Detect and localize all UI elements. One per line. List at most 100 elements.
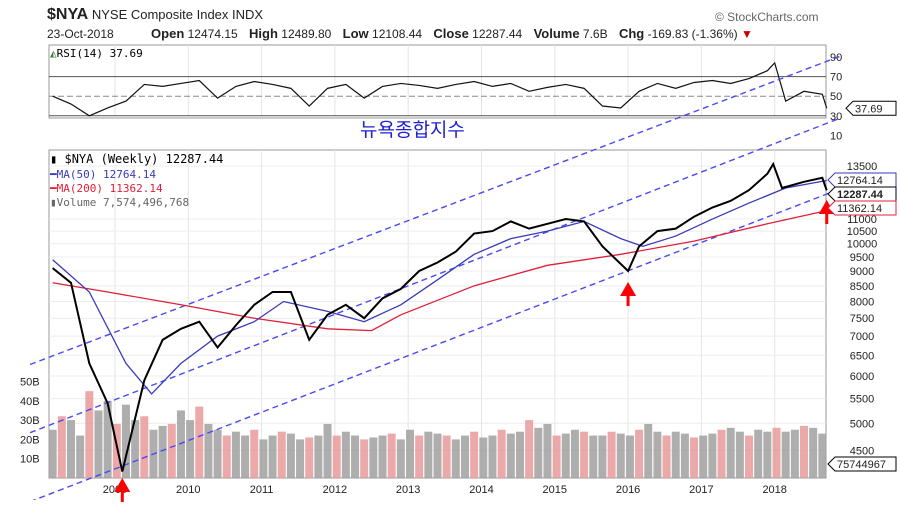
volume-bar bbox=[167, 423, 176, 478]
volume-bar bbox=[534, 427, 543, 478]
volume-last-label-box bbox=[827, 456, 897, 472]
x-tick-label: 2011 bbox=[250, 484, 274, 496]
rsi-tick-label: 70 bbox=[830, 72, 842, 84]
volume-bar bbox=[772, 427, 781, 478]
price-tick-label: 6000 bbox=[850, 371, 874, 383]
volume-bar bbox=[103, 400, 112, 478]
ma50-last-label-box bbox=[827, 172, 897, 188]
volume-tick-label: 50B bbox=[20, 377, 40, 389]
volume-bar bbox=[222, 435, 231, 478]
ma50-legend: ━MA(50) 12764.14 bbox=[50, 168, 156, 181]
rsi-line bbox=[52, 61, 828, 117]
price-tick-label: 6500 bbox=[850, 350, 874, 362]
volume-bar bbox=[460, 435, 469, 478]
price-tick-label: 9500 bbox=[850, 252, 874, 264]
volume-bar bbox=[48, 429, 57, 478]
volume-bar bbox=[726, 427, 735, 478]
volume-bar bbox=[131, 420, 140, 478]
volume-bar bbox=[250, 429, 259, 478]
volume-bar bbox=[378, 435, 387, 478]
volume-bar bbox=[790, 429, 799, 478]
ma200-last-label-box bbox=[827, 200, 897, 216]
volume-bar bbox=[745, 435, 754, 478]
volume-bar bbox=[241, 435, 250, 478]
volume-bar bbox=[607, 431, 616, 478]
volume-bar bbox=[699, 435, 708, 478]
volume-bar bbox=[204, 423, 213, 478]
volume-last-label: 75744967 bbox=[837, 459, 886, 471]
volume-bar bbox=[396, 439, 405, 478]
volume-bar bbox=[818, 433, 827, 478]
volume-bar bbox=[479, 437, 488, 478]
ma200-legend: ━MA(200) 11362.14 bbox=[50, 182, 163, 195]
price-tick-label: 5500 bbox=[850, 394, 874, 406]
volume-bar bbox=[781, 431, 790, 478]
price-tick-label: 4500 bbox=[850, 446, 874, 458]
ma200-line bbox=[52, 210, 827, 332]
ma50-legend-text: MA(50) 12764.14 bbox=[56, 168, 156, 181]
quote-bar: 23-Oct-2018 Open 12474.15 High 12489.80 … bbox=[47, 26, 753, 41]
x-tick-label: 2012 bbox=[323, 484, 347, 496]
volume-bar bbox=[451, 439, 460, 478]
volume-bar bbox=[406, 429, 415, 478]
volume-bar bbox=[176, 410, 185, 478]
volume-bar bbox=[625, 435, 634, 478]
volume-bar bbox=[369, 437, 378, 478]
volume-bar bbox=[561, 433, 570, 478]
volume-value: 7.6B bbox=[582, 27, 608, 41]
volume-bar bbox=[552, 435, 561, 478]
x-tick-label: 2015 bbox=[543, 484, 567, 496]
volume-bar bbox=[277, 431, 286, 478]
low-value: 12108.44 bbox=[372, 27, 423, 41]
price-tick-label: 7500 bbox=[850, 313, 874, 325]
ma50-last-label: 12764.14 bbox=[837, 175, 883, 187]
volume-legend: ▮Volume 7,574,496,768 bbox=[50, 196, 189, 209]
volume-bar bbox=[680, 433, 689, 478]
volume-bar bbox=[497, 429, 506, 478]
volume-bar bbox=[112, 423, 121, 478]
rsi-legend-text: RSI(14) 37.69 bbox=[56, 47, 143, 60]
volume-legend-text: Volume 7,574,496,768 bbox=[56, 196, 190, 209]
korean-annotation: 뉴욕종합지수 bbox=[360, 119, 465, 141]
volume-bar bbox=[85, 391, 94, 478]
x-tick-label: 2014 bbox=[469, 484, 493, 496]
price-tick-label: 11000 bbox=[847, 214, 877, 226]
volume-bar bbox=[121, 404, 130, 478]
volume-bar bbox=[351, 435, 360, 478]
rsi-tick-label: 50 bbox=[830, 91, 842, 103]
volume-bar bbox=[470, 431, 479, 478]
volume-tick-label: 20B bbox=[20, 434, 40, 446]
index-name: NYSE Composite Index bbox=[91, 7, 229, 22]
volume-bar bbox=[286, 433, 295, 478]
volume-bar bbox=[433, 433, 442, 478]
red-arrow-icon bbox=[620, 282, 637, 296]
price-tick-label: 8000 bbox=[850, 297, 874, 309]
volume-bar bbox=[644, 423, 653, 478]
volume-bar bbox=[589, 435, 598, 478]
volume-bar bbox=[708, 433, 717, 478]
volume-bar bbox=[360, 439, 369, 478]
price-tick-label: 5000 bbox=[850, 418, 874, 430]
channel-trendline bbox=[32, 188, 840, 500]
volume-bar bbox=[314, 435, 323, 478]
volume-bar bbox=[140, 416, 149, 478]
volume-bar bbox=[570, 429, 579, 478]
chg-value: -169.83 (-1.36%) bbox=[647, 27, 738, 41]
volume-bar bbox=[671, 431, 680, 478]
price-line bbox=[52, 161, 828, 472]
volume-bar bbox=[598, 435, 607, 478]
down-triangle-icon: ▼ bbox=[740, 27, 753, 41]
chart-title: $NYA NYSE Composite Index INDX bbox=[47, 6, 263, 24]
price-tick-label: 10500 bbox=[847, 226, 878, 238]
volume-bar bbox=[387, 433, 396, 478]
x-tick-label: 2017 bbox=[689, 484, 713, 496]
price-tick-label: 9000 bbox=[850, 266, 874, 278]
volume-bar bbox=[66, 420, 75, 478]
volume-bar bbox=[717, 429, 726, 478]
date: 23-Oct-2018 bbox=[47, 27, 114, 41]
price-legend: ▮ $NYA (Weekly) 12287.44 bbox=[50, 152, 223, 166]
channel-trendline bbox=[29, 55, 840, 366]
volume-bar bbox=[296, 439, 305, 478]
exchange: INDX bbox=[232, 7, 264, 22]
